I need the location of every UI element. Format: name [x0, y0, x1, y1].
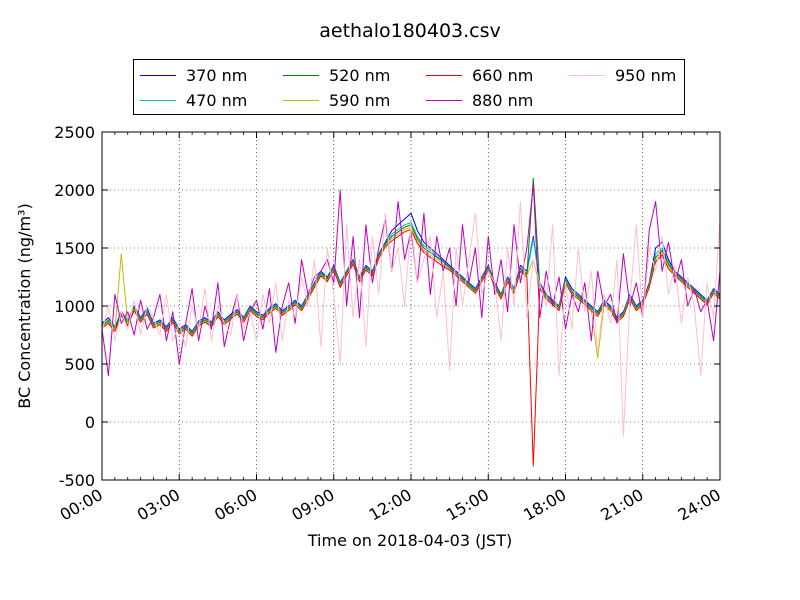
y-axis-label: BC Concentration (ng/m³) — [15, 203, 34, 408]
series-line-950-nm — [101, 201, 721, 437]
x-tick-label: 18:00 — [520, 485, 569, 525]
x-tick-label: 24:00 — [675, 485, 724, 525]
series-line-370-nm — [101, 212, 721, 332]
legend-swatch — [426, 99, 462, 101]
plot-series — [101, 177, 721, 467]
y-tick-label: 500 — [64, 355, 95, 374]
legend-entry-880: 880 nm — [426, 90, 533, 110]
x-axis-label: Time on 2018-04-03 (JST) — [307, 531, 512, 550]
legend-label: 470 nm — [186, 90, 248, 110]
y-tick-label: 1000 — [54, 297, 95, 316]
y-tick-label: -500 — [59, 471, 95, 490]
y-tick-label: 2000 — [54, 181, 95, 200]
chart-title: aethalo180403.csv — [319, 20, 501, 42]
legend-entry-950: 950 nm — [569, 65, 676, 85]
x-tick-label: 06:00 — [211, 485, 260, 525]
legend-label: 660 nm — [472, 65, 534, 85]
legend: 370 nm 470 nm 520 nm 590 nm 660 nm 880 n… — [133, 59, 685, 115]
legend-entry-520: 520 nm — [283, 65, 390, 85]
legend-entry-370: 370 nm — [140, 65, 247, 85]
x-tick-label: 09:00 — [288, 485, 337, 525]
legend-swatch — [140, 99, 176, 101]
legend-swatch — [283, 74, 319, 76]
x-tick-label: 15:00 — [443, 485, 492, 525]
legend-entry-590: 590 nm — [283, 90, 390, 110]
x-tick-label: 03:00 — [134, 485, 183, 525]
y-tick-label: 2500 — [54, 123, 95, 142]
legend-label: 950 nm — [615, 65, 677, 85]
legend-swatch — [283, 99, 319, 101]
x-tick-label: 21:00 — [597, 485, 646, 525]
legend-swatch — [140, 74, 176, 76]
x-tick-label: 12:00 — [366, 485, 415, 525]
legend-label: 590 nm — [329, 90, 391, 110]
y-tick-label: 0 — [85, 413, 95, 432]
legend-label: 370 nm — [186, 65, 248, 85]
legend-entry-660: 660 nm — [426, 65, 533, 85]
legend-label: 520 nm — [329, 65, 391, 85]
legend-entry-470: 470 nm — [140, 90, 247, 110]
legend-swatch — [426, 74, 462, 76]
y-tick-label: 1500 — [54, 239, 95, 258]
legend-swatch — [569, 74, 605, 76]
x-tick-label: 00:00 — [57, 485, 106, 525]
legend-label: 880 nm — [472, 90, 534, 110]
